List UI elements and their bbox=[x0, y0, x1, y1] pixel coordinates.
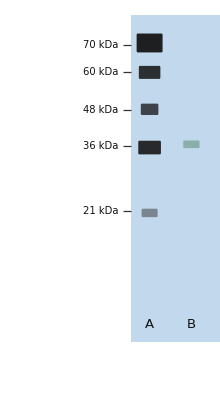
Text: 70 kDa: 70 kDa bbox=[83, 40, 118, 50]
Text: 48 kDa: 48 kDa bbox=[83, 105, 118, 115]
FancyBboxPatch shape bbox=[138, 141, 161, 154]
Bar bbox=[131, 15, 220, 342]
Text: A: A bbox=[145, 318, 154, 330]
FancyBboxPatch shape bbox=[137, 34, 163, 52]
FancyBboxPatch shape bbox=[142, 209, 158, 217]
Text: 60 kDa: 60 kDa bbox=[83, 67, 118, 77]
FancyBboxPatch shape bbox=[139, 66, 160, 79]
Text: B: B bbox=[187, 318, 196, 330]
FancyBboxPatch shape bbox=[141, 104, 158, 115]
Text: 21 kDa: 21 kDa bbox=[83, 206, 118, 216]
FancyBboxPatch shape bbox=[183, 140, 200, 148]
Text: 36 kDa: 36 kDa bbox=[83, 141, 118, 151]
